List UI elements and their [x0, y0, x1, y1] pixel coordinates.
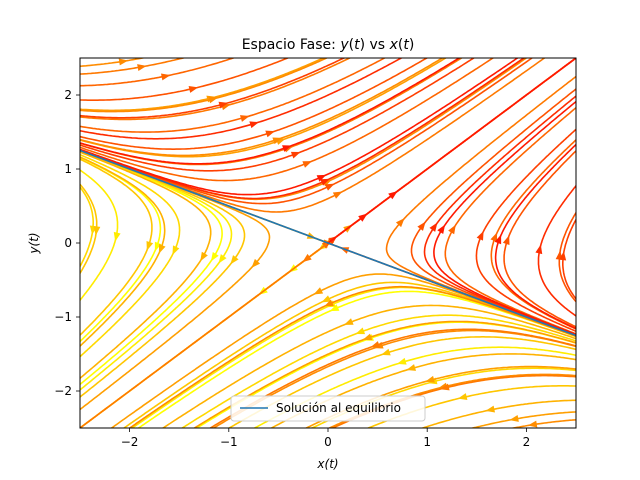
y-tick-label: −1 [54, 310, 72, 324]
stream-arrow [200, 251, 208, 262]
stream-arrow [249, 121, 259, 129]
stream-arrow [395, 218, 405, 228]
stream-arrow [437, 224, 446, 235]
legend: Solución al equilibrio [230, 395, 426, 422]
stream-arrow [313, 287, 324, 295]
stream-arrow [321, 295, 332, 303]
stream-arrow [154, 241, 162, 252]
y-tick-label: −2 [54, 384, 72, 398]
stream-arrow [381, 348, 391, 356]
y-axis: −2 −1 0 1 2 [54, 88, 80, 398]
stream-arrow [265, 130, 275, 138]
x-tick-label: 2 [523, 435, 531, 449]
stream-arrow [218, 254, 227, 264]
stream-arrow [239, 115, 250, 122]
streamlines [80, 58, 576, 428]
stream-arrow [290, 151, 301, 159]
y-tick-label: 0 [64, 236, 72, 250]
stream-arrow [457, 393, 468, 400]
stream-arrow [208, 96, 218, 104]
stream-arrow [362, 333, 373, 341]
stream-arrow [343, 318, 354, 325]
legend-box [230, 395, 426, 422]
stream-arrow [476, 230, 484, 241]
stream-arrow [160, 73, 171, 81]
x-tick-label: 0 [324, 435, 332, 449]
x-axis-label: x(t) [316, 457, 338, 471]
stream-arrow [490, 232, 498, 243]
legend-label: Solución al equilibrio [276, 401, 401, 415]
y-axis-label: y(t) [27, 232, 41, 254]
stream-arrow [485, 405, 496, 413]
stream-arrow [251, 258, 261, 268]
stream-arrow [158, 243, 166, 254]
y-tick-label: 2 [64, 88, 72, 102]
y-tick-label: 1 [64, 162, 72, 176]
stream-arrow [502, 235, 510, 246]
stream-arrow [324, 183, 335, 191]
stream-arrow [316, 174, 327, 182]
stream-arrow [509, 415, 519, 422]
stream-arrow [440, 383, 450, 391]
stream-arrow [188, 86, 199, 93]
stream-arrow [406, 364, 417, 371]
stream-arrow [93, 226, 101, 236]
stream-arrow [559, 251, 567, 261]
stream-arrow [282, 145, 292, 152]
stream-arrow [329, 304, 340, 312]
x-tick-label: −1 [220, 435, 238, 449]
x-tick-label: −2 [121, 435, 139, 449]
stream-arrow [448, 224, 456, 235]
stream-arrow [425, 375, 435, 383]
equilibrium-line [80, 149, 576, 337]
stream-arrow [355, 327, 366, 335]
stream-arrow [535, 244, 543, 255]
equilibrium-series [80, 149, 576, 337]
stream-arrow [113, 231, 121, 242]
stream-arrow [332, 191, 343, 199]
chart-title: Espacio Fase: y(t) vs x(t) [242, 37, 415, 53]
stream-arrow [417, 221, 426, 231]
stream-arrow [146, 240, 154, 251]
stream-arrow [230, 255, 239, 265]
stream-arrow [302, 253, 312, 263]
stream-arrow [272, 137, 283, 145]
stream-arrow [320, 178, 330, 186]
stream-arrow [388, 191, 398, 200]
stream-arrow [527, 420, 538, 428]
stream-arrow [324, 299, 334, 307]
stream-arrow [302, 161, 313, 168]
stream-arrow [370, 341, 381, 348]
stream-arrow [429, 222, 438, 232]
stream-arrow [397, 357, 407, 365]
stream-arrow [118, 58, 129, 66]
x-tick-label: 1 [423, 435, 431, 449]
stream-arrow [494, 234, 502, 245]
stream-arrow [210, 251, 219, 262]
x-axis: −2 −1 0 1 2 [121, 428, 530, 449]
stream-arrow [137, 64, 147, 71]
stream-arrow [172, 245, 180, 256]
stream-arrow [218, 101, 229, 109]
